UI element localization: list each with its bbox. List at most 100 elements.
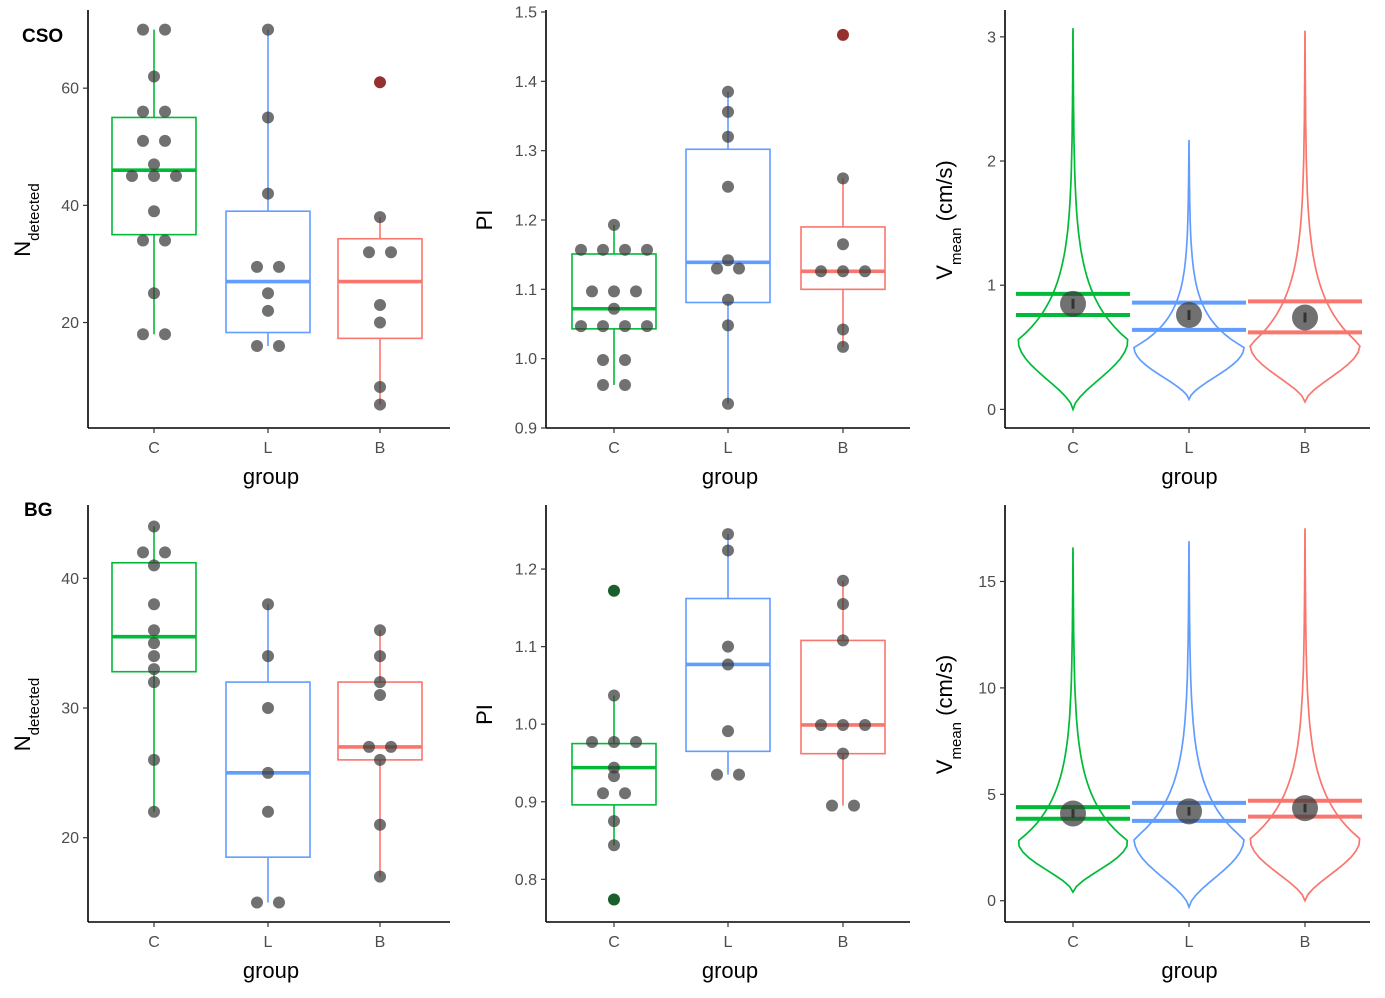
data-point xyxy=(262,287,274,300)
data-point xyxy=(137,546,149,559)
data-point xyxy=(859,718,871,731)
data-point xyxy=(126,170,138,183)
box-body-B xyxy=(800,639,886,755)
data-point xyxy=(148,650,160,663)
y-tick-label: 1.2 xyxy=(515,213,537,230)
data-point xyxy=(159,134,171,147)
data-point xyxy=(262,23,274,36)
data-point xyxy=(262,650,274,663)
outlier-point xyxy=(608,584,620,597)
data-point xyxy=(159,546,171,559)
y-tick-label: 1.1 xyxy=(515,639,537,656)
data-point xyxy=(597,787,609,800)
data-point xyxy=(374,211,386,224)
data-point xyxy=(711,262,723,275)
data-point xyxy=(159,23,171,36)
box-body-L xyxy=(225,681,311,858)
data-point xyxy=(597,354,609,367)
mean-point xyxy=(1060,800,1086,827)
data-point xyxy=(608,689,620,702)
data-point xyxy=(262,766,274,779)
data-point xyxy=(597,320,609,333)
outlier-point xyxy=(374,76,386,89)
x-tick-label: B xyxy=(838,934,849,951)
data-point xyxy=(137,23,149,36)
y-tick-label: 0 xyxy=(987,893,996,910)
x-tick-label: L xyxy=(1185,934,1194,951)
data-point xyxy=(251,896,263,909)
data-point xyxy=(148,70,160,83)
data-point xyxy=(374,818,386,831)
data-point xyxy=(262,805,274,818)
data-point xyxy=(837,718,849,731)
data-point xyxy=(608,218,620,231)
data-point xyxy=(586,736,598,749)
y-axis-label: Vmean (cm/s) xyxy=(932,655,965,774)
x-axis-label: group xyxy=(1161,958,1217,983)
data-point xyxy=(148,170,160,183)
y-axis-label: Ndetected xyxy=(10,678,43,751)
data-point xyxy=(837,172,849,185)
data-point xyxy=(148,637,160,650)
data-point xyxy=(374,398,386,411)
data-point xyxy=(815,265,827,278)
y-tick-label: 1.0 xyxy=(515,717,537,734)
data-point xyxy=(148,158,160,171)
x-tick-label: C xyxy=(148,440,160,457)
data-point xyxy=(273,896,285,909)
data-point xyxy=(374,753,386,766)
data-point xyxy=(619,320,631,333)
data-point xyxy=(837,634,849,647)
data-point xyxy=(733,768,745,781)
data-point xyxy=(722,180,734,193)
x-tick-label: L xyxy=(264,440,273,457)
y-tick-label: 1.4 xyxy=(515,74,537,91)
violin-C xyxy=(1017,547,1129,894)
y-tick-label: 40 xyxy=(61,198,79,215)
x-tick-label: B xyxy=(1300,440,1311,457)
y-tick-label: 60 xyxy=(61,81,79,98)
x-tick-label: B xyxy=(1300,934,1311,951)
box-body-C xyxy=(571,253,657,330)
data-point xyxy=(385,246,397,259)
x-axis-label: group xyxy=(702,958,758,983)
mean-point xyxy=(1060,290,1086,317)
y-axis-label: PI xyxy=(472,704,497,725)
data-point xyxy=(630,736,642,749)
data-point xyxy=(262,187,274,200)
data-point xyxy=(159,328,171,341)
data-point xyxy=(262,598,274,611)
data-point xyxy=(722,725,734,738)
data-point xyxy=(641,243,653,256)
x-tick-label: C xyxy=(608,440,620,457)
data-point xyxy=(137,328,149,341)
data-point xyxy=(837,323,849,336)
data-point xyxy=(148,287,160,300)
data-point xyxy=(262,111,274,124)
data-point xyxy=(859,265,871,278)
y-tick-label: 0.9 xyxy=(515,421,537,438)
data-point xyxy=(137,134,149,147)
y-tick-label: 2 xyxy=(987,154,996,171)
data-point xyxy=(722,640,734,653)
outlier-point xyxy=(837,28,849,41)
data-point xyxy=(837,265,849,278)
data-point xyxy=(148,559,160,572)
mean-point xyxy=(1176,798,1202,825)
data-point xyxy=(148,205,160,218)
data-point xyxy=(148,676,160,689)
x-tick-label: C xyxy=(148,934,160,951)
x-tick-label: B xyxy=(375,440,386,457)
data-point xyxy=(597,379,609,392)
y-axis-label: PI xyxy=(472,210,497,231)
data-point xyxy=(273,260,285,273)
data-point xyxy=(722,397,734,410)
data-point xyxy=(251,339,263,352)
data-point xyxy=(619,379,631,392)
data-point xyxy=(170,170,182,183)
y-tick-label: 20 xyxy=(61,315,79,332)
